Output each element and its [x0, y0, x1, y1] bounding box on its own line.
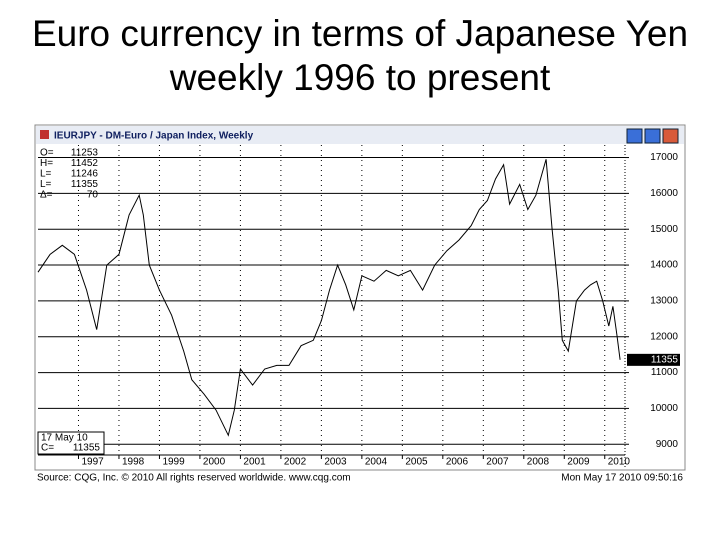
stat-label: H=	[40, 158, 53, 169]
x-tick-label: 1997	[81, 457, 104, 468]
footer-source: Source: CQG, Inc. © 2010 All rights rese…	[37, 473, 351, 484]
stat-label: Δ=	[40, 190, 53, 201]
x-tick-label: 2000	[203, 457, 226, 468]
y-tick-label: 12000	[650, 331, 678, 342]
y-tick-label: 14000	[650, 260, 678, 271]
window-icon	[40, 130, 49, 139]
footer-timestamp: Mon May 17 2010 09:50:16	[561, 473, 683, 484]
price-line	[37, 159, 621, 437]
stat-label: L=	[40, 179, 52, 190]
stat-value: 11355	[71, 179, 99, 190]
x-tick-label: 2001	[243, 457, 266, 468]
stat-value: 11253	[71, 148, 99, 159]
y-tick-label: 13000	[650, 296, 678, 307]
x-tick-label: 1998	[122, 457, 145, 468]
stat-value: 11246	[71, 169, 99, 180]
y-tick-label: 11000	[651, 367, 679, 378]
x-tick-label: 1999	[162, 457, 185, 468]
stat-value: 70	[87, 190, 99, 201]
maximize-button[interactable]	[644, 128, 661, 144]
date-box-label: C=	[41, 443, 54, 454]
close-button[interactable]	[662, 128, 679, 144]
x-tick-label: 2004	[365, 457, 388, 468]
x-tick-label: 2007	[486, 457, 509, 468]
stat-label: L=	[40, 169, 52, 180]
y-tick-label: 17000	[650, 152, 678, 163]
x-tick-label: 2008	[527, 457, 550, 468]
minimize-button[interactable]	[626, 128, 643, 144]
stat-value: 11452	[71, 158, 99, 169]
last-value-tag	[627, 353, 680, 366]
x-tick-label: 2003	[324, 457, 347, 468]
y-tick-label: 10000	[650, 403, 678, 414]
y-tick-label: 9000	[656, 439, 679, 450]
title-bar	[36, 126, 684, 144]
x-tick-label: 2006	[446, 457, 469, 468]
plot-area	[38, 145, 625, 455]
date-box-value: 11355	[73, 443, 101, 454]
window-title: IEURJPY - DM-Euro / Japan Index, Weekly	[54, 131, 254, 142]
stat-label: O=	[40, 148, 54, 159]
slide-title: Euro currency in terms of Japanese Yen w…	[31, 13, 689, 98]
x-tick-label: 2005	[405, 457, 428, 468]
last-value-label: 11355	[651, 354, 679, 365]
x-tick-label: 2010	[608, 457, 631, 468]
date-box-date: 17 May 10	[41, 433, 88, 444]
x-tick-label: 2002	[284, 457, 307, 468]
date-box	[37, 431, 105, 455]
y-tick-label: 15000	[650, 224, 678, 235]
x-tick-label: 2009	[567, 457, 590, 468]
y-tick-label: 16000	[650, 188, 678, 199]
